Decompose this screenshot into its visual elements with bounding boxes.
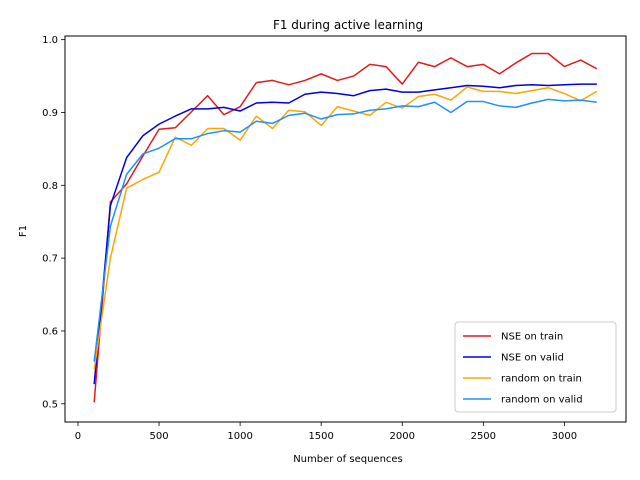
- x-axis-ticks: 0 500 1000 1500 2000 2500 3000: [75, 422, 577, 442]
- legend: NSE on train NSE on valid random on train r…: [454, 321, 617, 413]
- legend-entry-label: random on valid: [501, 395, 583, 406]
- legend-entry-label: random on train: [501, 374, 582, 385]
- legend-entry-label: NSE on train: [501, 332, 563, 343]
- series-lines: [93, 52, 598, 403]
- legend-entry-label: NSE on valid: [501, 353, 564, 364]
- series-line-random-on-valid: [93, 98, 597, 362]
- y-tick-label: 0.7: [42, 254, 58, 265]
- y-tick-label: 0.6: [42, 326, 58, 337]
- x-tick-label: 0: [75, 431, 81, 442]
- y-tick-label: 0.5: [42, 399, 58, 410]
- y-tick-label: 0.8: [42, 181, 58, 192]
- x-tick-label: 2000: [390, 431, 415, 442]
- y-tick-label: 1.0: [42, 35, 58, 46]
- y-axis-label: F1: [18, 225, 29, 237]
- x-tick-label: 1000: [227, 431, 252, 442]
- x-tick-label: 2500: [471, 431, 496, 442]
- x-tick-label: 1500: [308, 431, 333, 442]
- x-tick-label: 500: [149, 431, 168, 442]
- chart-title: F1 during active learning: [273, 18, 423, 32]
- series-line-nse-on-valid: [93, 83, 597, 385]
- axes-frame: [64, 35, 627, 423]
- y-tick-label: 0.9: [42, 108, 58, 119]
- x-tick-label: 3000: [552, 431, 577, 442]
- series-line-nse-on-train: [93, 52, 598, 403]
- y-axis-ticks: 0.5 0.6 0.7 0.8 0.9 1.0: [42, 35, 65, 410]
- x-axis-label: Number of sequences: [293, 454, 403, 465]
- legend-box: [454, 321, 617, 413]
